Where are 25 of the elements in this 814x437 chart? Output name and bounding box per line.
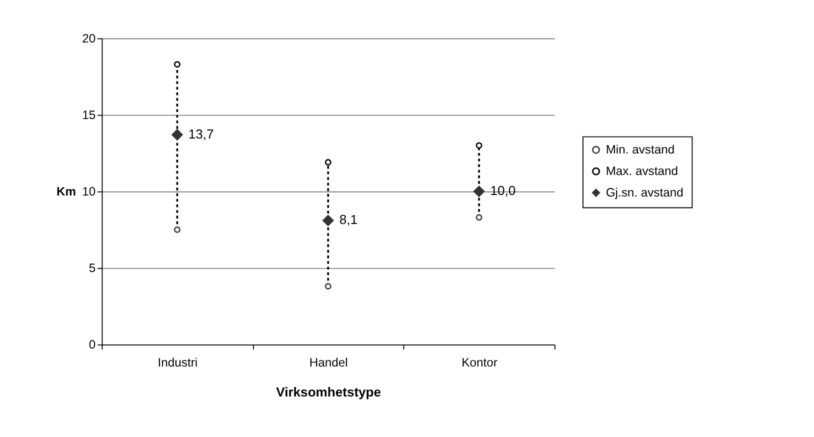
x-tick-label: Industri xyxy=(158,355,198,370)
y-tick-label: 15 xyxy=(82,108,96,122)
y-tick-label: 0 xyxy=(88,338,96,352)
point xyxy=(476,142,482,149)
y-axis-title: Km xyxy=(56,184,76,199)
y-tick-label: 5 xyxy=(88,261,96,276)
data-label: 8,1 xyxy=(339,212,358,228)
data-label: 13,7 xyxy=(188,126,214,142)
point xyxy=(476,214,482,221)
y-tick-label: 10 xyxy=(82,184,96,199)
legend-label: Gj.sn. avstand xyxy=(606,186,684,200)
legend-label: Max. avstand xyxy=(606,164,678,178)
point xyxy=(322,214,334,226)
point xyxy=(324,283,332,290)
y-tick-label: 20 xyxy=(82,32,96,46)
point xyxy=(174,61,180,68)
x-axis-title: Virksomhetstype xyxy=(276,384,382,400)
data-label: 10,0 xyxy=(490,183,516,198)
x-tick-label: Handel xyxy=(309,355,348,370)
legend-label: Min. avstand xyxy=(606,142,675,157)
point xyxy=(473,186,485,197)
point xyxy=(172,129,183,140)
x-tick-label: Kontor xyxy=(462,355,498,370)
point xyxy=(174,226,180,233)
point xyxy=(324,159,332,166)
